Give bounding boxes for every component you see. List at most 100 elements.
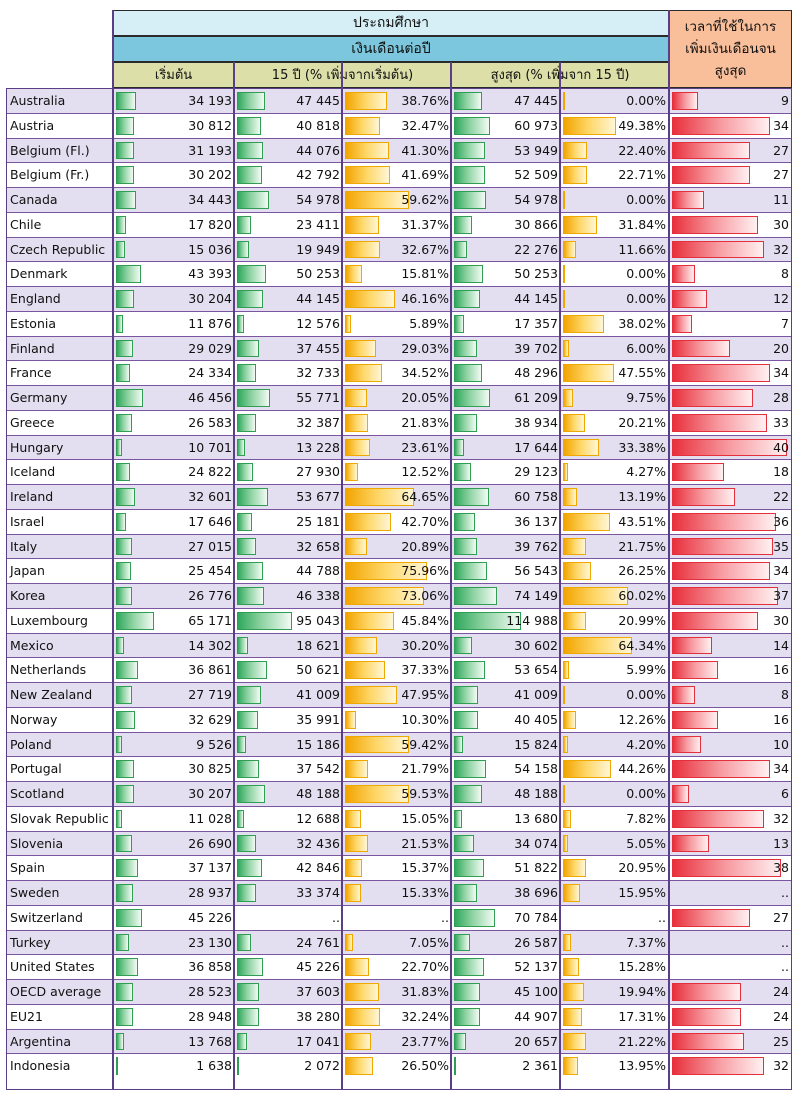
pcttop-value: 64.34% xyxy=(618,637,666,653)
start-bar xyxy=(116,166,134,184)
pcttop-bar xyxy=(563,611,586,630)
country-label: England xyxy=(10,291,61,306)
pct15-bar xyxy=(345,191,410,209)
pcttop-value: 21.22% xyxy=(618,1033,666,1049)
y15-value: 44 076 xyxy=(296,142,340,158)
pct15-bar xyxy=(345,116,380,135)
pcttop-bar xyxy=(563,191,565,209)
table-row: Switzerland 45 226.... 70 784.. 27 xyxy=(6,904,792,930)
country-label: Argentina xyxy=(10,1033,71,1049)
start-bar xyxy=(116,191,137,209)
years-value: 30 xyxy=(773,216,789,232)
start-value: 28 948 xyxy=(188,1008,232,1024)
years-value: 34 xyxy=(773,117,789,133)
y15-bar xyxy=(237,290,263,308)
years-bar xyxy=(672,463,724,481)
table-row: United States 36 858 45 226 22.70% 52 137 15.… xyxy=(6,954,792,979)
top-value: 20 657 xyxy=(514,1033,558,1049)
top-bar xyxy=(454,215,472,234)
y15-value: 12 688 xyxy=(296,810,340,826)
table-row: Belgium (Fr.) 30 202 42 792 41.69% 52 509 22.… xyxy=(6,162,792,187)
y15-bar xyxy=(237,116,261,135)
years-value: 32 xyxy=(773,241,789,257)
pct15-value: .. xyxy=(441,909,449,925)
pct15-value: 46.16% xyxy=(401,291,449,306)
top-bar xyxy=(454,166,485,184)
top-value: 52 137 xyxy=(514,959,558,975)
years-bar xyxy=(672,636,713,655)
y15-value: 37 455 xyxy=(296,340,340,356)
y15-bar xyxy=(237,265,267,283)
y15-value: 42 792 xyxy=(296,167,340,183)
pct15-bar xyxy=(345,1032,371,1051)
pcttop-bar xyxy=(563,983,585,1001)
pcttop-bar xyxy=(563,215,598,234)
y15-bar xyxy=(237,636,248,655)
start-bar xyxy=(116,339,133,358)
table-row: Poland 9 526 15 186 59.42% 15 824 4.20% 10 xyxy=(6,731,792,757)
top-value: 15 824 xyxy=(514,736,558,752)
pct15-bar xyxy=(345,488,415,506)
pcttop-value: 0.00% xyxy=(626,687,666,702)
top-value: 70 784 xyxy=(514,909,558,925)
y15-bar xyxy=(237,92,265,110)
pcttop-bar xyxy=(563,141,588,160)
table-row: Indonesia 1 638 2 072 26.50% 2 361 13.95% 32 xyxy=(6,1053,792,1078)
pcttop-bar xyxy=(563,488,578,506)
top-bar xyxy=(454,116,490,135)
country-label: Indonesia xyxy=(10,1058,71,1074)
y15-value: 54 978 xyxy=(296,192,340,207)
y15-bar xyxy=(237,314,245,333)
top-value: 74 149 xyxy=(514,588,558,603)
y15-value: 15 186 xyxy=(296,736,340,752)
table-row: Mexico 14 302 18 621 30.20% 30 602 64.34% 14 xyxy=(6,632,792,658)
years-bar xyxy=(672,215,759,234)
pcttop-value: 38.02% xyxy=(618,315,666,331)
start-value: 26 583 xyxy=(188,414,232,430)
table-row: Turkey 23 130 24 761 7.05% 26 587 7.37%.. xyxy=(6,929,792,955)
country-label: Finland xyxy=(10,340,55,356)
y15-value: 27 930 xyxy=(296,464,340,480)
pcttop-bar xyxy=(563,512,610,531)
years-value: 34 xyxy=(773,563,789,579)
table-row: Iceland 24 822 27 930 12.52% 29 123 4.27% 18 xyxy=(6,459,792,484)
pcttop-bar xyxy=(563,1032,586,1051)
top-bar xyxy=(454,488,490,506)
pct15-value: 32.47% xyxy=(401,117,449,133)
pct15-value: 21.83% xyxy=(401,414,449,430)
header-annual-salary: เงินเดือนต่อปี xyxy=(113,36,669,62)
years-value: 27 xyxy=(773,142,789,158)
y15-value: 2 072 xyxy=(304,1058,340,1074)
start-bar xyxy=(116,809,123,828)
table-row: Estonia 11 876 12 576 5.89% 17 357 38.02% 7 xyxy=(6,310,792,336)
pcttop-bar xyxy=(563,636,633,655)
top-bar xyxy=(454,834,474,853)
country-label: Chile xyxy=(10,216,42,232)
start-value: 30 202 xyxy=(188,167,232,183)
top-bar xyxy=(454,983,481,1001)
y15-bar xyxy=(237,834,256,853)
years-value: 34 xyxy=(773,365,789,381)
country-label: OECD average xyxy=(10,984,102,999)
years-value: .. xyxy=(781,885,789,900)
start-value: 30 204 xyxy=(188,291,232,306)
pcttop-value: 15.28% xyxy=(618,959,666,975)
y15-value: 44 145 xyxy=(296,291,340,306)
top-value: 53 654 xyxy=(514,662,558,678)
y15-value: 19 949 xyxy=(296,241,340,257)
y15-value: 40 818 xyxy=(296,117,340,133)
pcttop-value: 0.00% xyxy=(626,192,666,207)
years-value: 11 xyxy=(773,192,789,207)
pct15-bar xyxy=(345,389,367,407)
start-value: 46 456 xyxy=(188,390,232,405)
y15-value: 25 181 xyxy=(296,513,340,529)
start-value: 9 526 xyxy=(196,736,232,752)
top-value: 2 361 xyxy=(522,1058,558,1074)
y15-bar xyxy=(237,339,259,358)
start-value: 26 690 xyxy=(188,835,232,851)
table-row: Italy 27 015 32 658 20.89% 39 762 21.75% 35 xyxy=(6,533,792,559)
years-bar xyxy=(672,1032,744,1051)
years-value: 10 xyxy=(773,736,789,752)
years-value: 30 xyxy=(773,612,789,628)
start-bar xyxy=(116,834,132,853)
